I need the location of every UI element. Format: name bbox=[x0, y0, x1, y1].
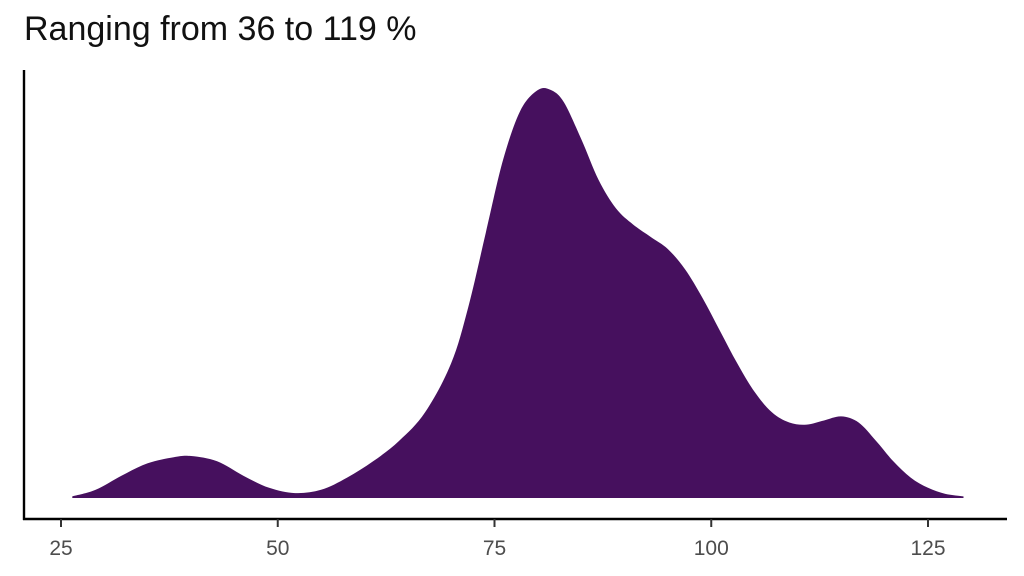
x-tick-label: 25 bbox=[49, 537, 72, 560]
density-area bbox=[72, 87, 964, 498]
x-axis-ticks: 25 50 75 100 125 bbox=[49, 519, 946, 560]
x-tick-label: 50 bbox=[266, 537, 289, 560]
x-tick-label: 75 bbox=[483, 537, 506, 560]
chart-title: Ranging from 36 to 119 % bbox=[24, 10, 417, 48]
x-tick-label: 100 bbox=[694, 537, 729, 560]
x-tick-label: 125 bbox=[910, 537, 945, 560]
